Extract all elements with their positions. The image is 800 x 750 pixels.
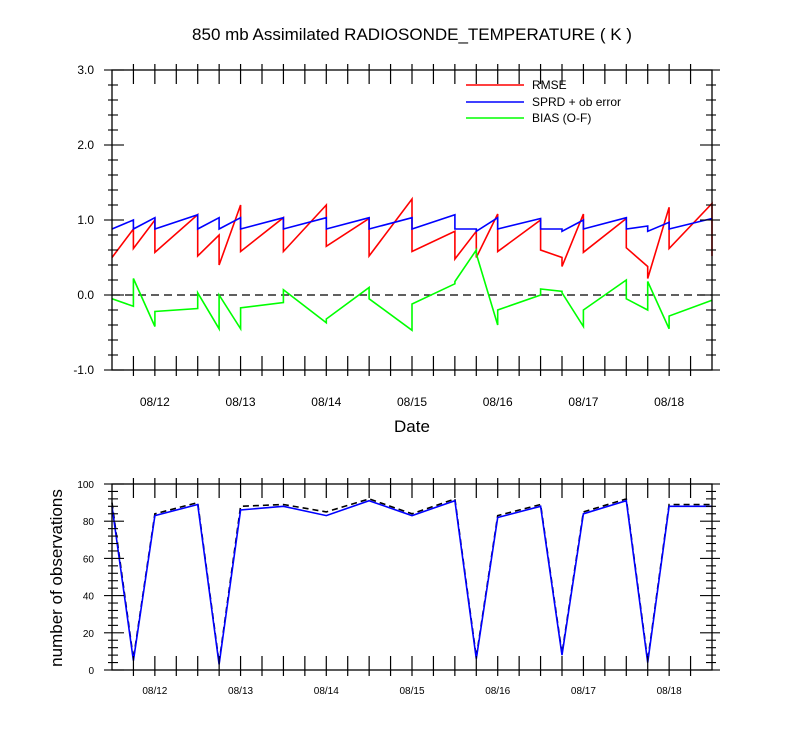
x-tick-label: 08/18 (654, 395, 684, 409)
y-tick-label: -1.0 (73, 363, 94, 377)
series-line-bias-o-f (111, 247, 713, 332)
x-tick-label: 08/14 (314, 686, 339, 697)
x-tick-label: 08/13 (228, 686, 253, 697)
y-tick-label: 40 (83, 592, 95, 603)
y-tick-label: 80 (83, 517, 95, 528)
x-tick-label: 08/17 (571, 686, 596, 697)
y-tick-label: 20 (83, 629, 95, 640)
x-tick-label: 08/15 (399, 686, 424, 697)
upper-series-group (111, 196, 713, 332)
legend: RMSE SPRD + ob error BIAS (O-F) (466, 78, 621, 125)
lower-ticks-group: 08/12 08/13 08/14 08/15 08/16 08/17 08/18 100 80… (77, 478, 720, 697)
series-line-rmse (111, 196, 713, 279)
chart-title: 850 mb Assimilated RADIOSONDE_TEMPERATUR… (192, 25, 632, 44)
y-tick-label: 0 (88, 666, 94, 677)
y-tick-label: 1.0 (77, 213, 94, 227)
y-tick-label: 100 (77, 480, 94, 491)
upper-ticks-group: 08/12 08/13 08/14 08/15 08/16 08/17 08/18 3.0 2.… (73, 63, 720, 409)
y-tick-label: 3.0 (77, 63, 94, 77)
y-axis-label: number of observations (47, 489, 66, 667)
x-tick-label: 08/14 (311, 395, 341, 409)
lower-series-group (111, 497, 712, 665)
y-tick-label: 60 (83, 554, 95, 565)
legend-label-sprd: SPRD + ob error (532, 95, 621, 109)
x-tick-label: 08/16 (483, 395, 513, 409)
x-tick-label: 08/12 (140, 395, 170, 409)
x-tick-label: 08/17 (568, 395, 598, 409)
x-axis-label: Date (394, 417, 430, 436)
x-tick-label: 08/12 (142, 686, 167, 697)
x-tick-label: 08/18 (657, 686, 682, 697)
legend-label-rmse: RMSE (532, 78, 567, 92)
upper-panel: 850 mb Assimilated RADIOSONDE_TEMPERATUR… (73, 25, 720, 436)
series-line-possible (111, 497, 712, 663)
x-tick-label: 08/15 (397, 395, 427, 409)
series-line-assimilated (111, 499, 712, 665)
lower-plot-frame (111, 483, 713, 671)
lower-panel: 08/12 08/13 08/14 08/15 08/16 08/17 08/18 100 80… (47, 478, 720, 697)
series-line-sprd-ob-error (111, 213, 713, 233)
y-tick-label: 0.0 (77, 288, 94, 302)
x-tick-label: 08/13 (226, 395, 256, 409)
legend-label-bias: BIAS (O-F) (532, 111, 591, 125)
x-tick-label: 08/16 (485, 686, 510, 697)
y-tick-label: 2.0 (77, 138, 94, 152)
